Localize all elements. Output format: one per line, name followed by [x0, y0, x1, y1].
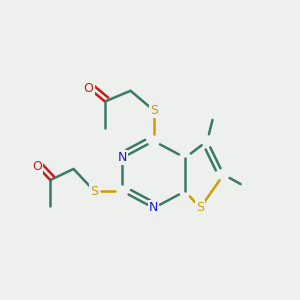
Text: S: S [196, 202, 204, 214]
Text: N: N [118, 151, 127, 164]
Text: S: S [150, 104, 158, 117]
Text: S: S [91, 185, 98, 198]
Text: N: N [149, 202, 158, 214]
Text: O: O [84, 82, 94, 94]
Text: O: O [33, 160, 42, 173]
